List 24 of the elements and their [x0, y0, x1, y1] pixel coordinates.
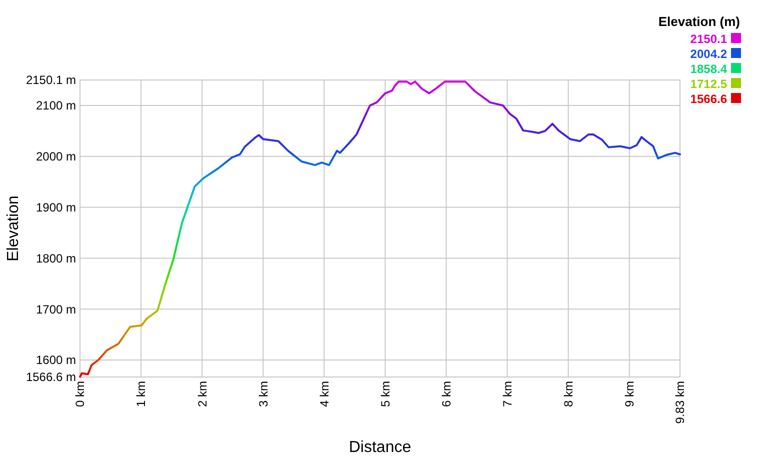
line-series — [79, 80, 681, 378]
y-axis-title: Elevation — [5, 196, 22, 262]
x-tick-label: 3 km — [256, 381, 270, 408]
x-tick-label: 6 km — [439, 381, 454, 408]
x-tick-label: 9 km — [622, 381, 637, 408]
x-axis-title: Distance — [348, 439, 412, 456]
y-tick-label: 1600 m — [36, 353, 76, 368]
x-tick-label: 4 km — [317, 381, 332, 408]
x-tick-label: 8 km — [562, 381, 576, 408]
y-tick-label: 2150.1 m — [26, 73, 76, 88]
y-tick-label: 2100 m — [36, 98, 76, 113]
y-tick-label: 1700 m — [36, 302, 76, 316]
y-tick-label: 1800 m — [36, 251, 76, 266]
color-bar-title: Elevation (m) — [658, 14, 740, 29]
colorbar: Elevation (m) 2150.1 2004.2 1858.4 1712.5 1566.6 — [658, 14, 741, 106]
x-tick-label: 0 km — [73, 381, 88, 408]
y-tick-label: 1900 m — [36, 200, 76, 214]
x-tick-label: 9.83 km — [673, 381, 688, 424]
x-tick-label: 1 km — [134, 381, 148, 408]
x-tick-label: 7 km — [500, 381, 514, 408]
x-tick-label: 2 km — [195, 381, 210, 408]
y-tick-label: 2000 m — [36, 150, 76, 164]
y-tick-label: 1566.6 m — [26, 370, 76, 384]
x-tick-label: 5 km — [378, 381, 392, 408]
